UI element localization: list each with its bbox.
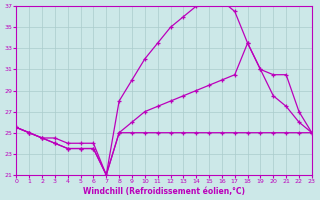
X-axis label: Windchill (Refroidissement éolien,°C): Windchill (Refroidissement éolien,°C) [83,187,245,196]
